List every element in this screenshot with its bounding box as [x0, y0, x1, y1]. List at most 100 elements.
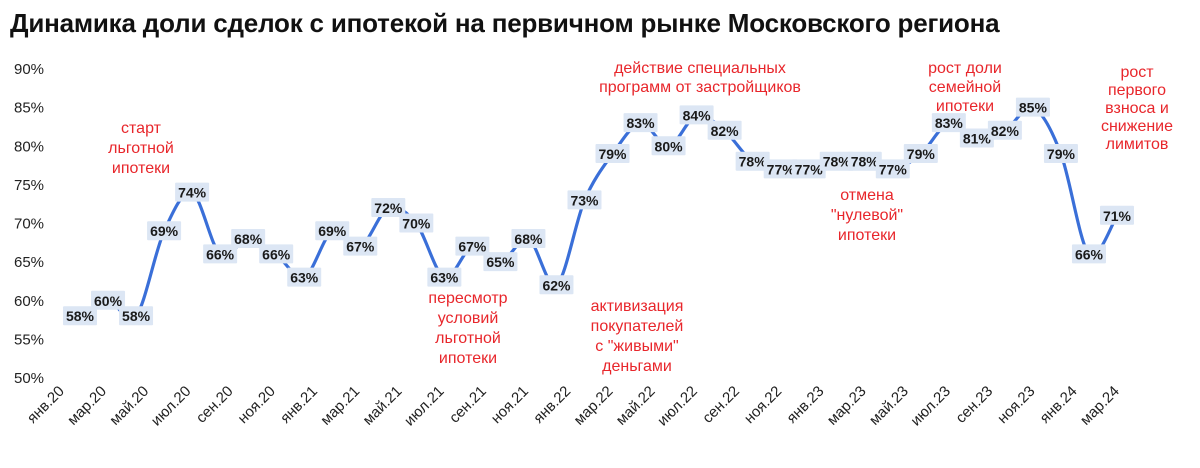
data-label-box: [455, 236, 490, 256]
data-point: 62%: [539, 275, 574, 295]
annotation-line: отмена: [840, 187, 894, 204]
data-point: 79%: [1043, 143, 1078, 163]
data-point: 68%: [511, 228, 546, 248]
x-tick-label: янв.21: [277, 383, 321, 427]
y-tick-label: 55%: [14, 331, 44, 348]
data-point: 83%: [931, 113, 966, 133]
data-label-box: [903, 143, 938, 163]
data-label: 68%: [514, 231, 543, 247]
y-tick-label: 90%: [14, 61, 44, 78]
annotation: активизация покупателей с "живыми" деньгами: [591, 298, 684, 375]
data-label: 77%: [795, 161, 824, 177]
data-label: 79%: [1047, 146, 1076, 162]
annotation-line: покупателей: [591, 318, 684, 335]
data-point: 71%: [1100, 205, 1134, 225]
data-label-box: [399, 213, 434, 233]
data-point: 80%: [651, 136, 686, 156]
data-label-box: [1043, 143, 1078, 163]
data-label-box: [707, 120, 742, 140]
data-label: 78%: [739, 154, 768, 170]
x-tick-label: май.22: [613, 383, 659, 429]
data-point: 84%: [679, 105, 714, 125]
annotation-line: действие специальных: [614, 60, 786, 77]
data-label: 67%: [346, 239, 375, 255]
x-tick-label: июл.22: [654, 383, 701, 430]
annotation-line: льготной: [435, 330, 501, 347]
data-label: 73%: [570, 192, 599, 208]
x-tick-label: мар.22: [571, 383, 617, 429]
data-label-box: [791, 159, 826, 179]
data-label: 81%: [963, 131, 992, 147]
data-label-box: [1100, 205, 1134, 225]
data-label-box: [623, 113, 658, 133]
data-label: 83%: [627, 115, 656, 131]
data-label-box: [175, 182, 210, 202]
data-point: 73%: [567, 190, 602, 210]
data-point: 81%: [959, 128, 994, 148]
annotation-line: программ от застройщиков: [599, 79, 801, 96]
data-label: 66%: [262, 246, 291, 262]
data-label: 71%: [1103, 208, 1132, 224]
data-label: 69%: [318, 223, 347, 239]
annotation: рост доли семейной ипотеки: [928, 60, 1002, 115]
data-point: 66%: [1071, 244, 1106, 264]
y-tick-label: 60%: [14, 293, 44, 310]
data-point: 58%: [119, 306, 154, 326]
data-label-box: [819, 151, 854, 171]
data-point: 78%: [819, 151, 854, 171]
data-label: 85%: [1019, 100, 1048, 116]
annotation-line: рост: [1120, 64, 1154, 81]
data-label-box: [1015, 97, 1050, 117]
x-tick-label: янв.23: [783, 383, 827, 427]
data-point: 77%: [763, 159, 798, 179]
x-tick-label: мар.20: [64, 383, 110, 429]
x-tick-label: май.21: [360, 383, 406, 429]
data-label: 70%: [402, 216, 431, 232]
annotation-line: взноса и: [1105, 100, 1169, 117]
data-point: 79%: [903, 143, 938, 163]
data-point: 60%: [91, 290, 126, 310]
annotation-line: рост доли: [928, 60, 1002, 77]
y-tick-label: 70%: [14, 216, 44, 233]
data-point: 85%: [1015, 97, 1050, 117]
x-tick-label: сен.22: [699, 383, 743, 427]
data-point: 82%: [987, 120, 1022, 140]
annotation: рост первого взноса и снижение лимитов: [1101, 64, 1173, 153]
data-label-box: [91, 290, 126, 310]
data-label-box: [1071, 244, 1106, 264]
data-point: 78%: [735, 151, 770, 171]
data-label: 79%: [907, 146, 936, 162]
x-tick-label: май.23: [866, 383, 912, 429]
data-label: 67%: [458, 239, 487, 255]
x-tick-label: июл.23: [907, 383, 954, 430]
x-tick-label: сен.23: [952, 383, 996, 427]
annotation-line: "нулевой": [831, 207, 903, 224]
annotation-line: деньгами: [602, 358, 672, 375]
data-point: 67%: [343, 236, 378, 256]
data-point: 78%: [847, 151, 882, 171]
data-point: 68%: [231, 228, 266, 248]
data-label-box: [371, 198, 406, 218]
data-label: 62%: [542, 277, 571, 293]
data-label-box: [763, 159, 798, 179]
data-label: 65%: [486, 254, 515, 270]
data-label: 66%: [206, 246, 235, 262]
data-label-box: [427, 267, 462, 287]
data-point: 63%: [427, 267, 462, 287]
annotation: отмена "нулевой" ипотеки: [831, 187, 903, 244]
data-label: 74%: [178, 185, 207, 201]
y-tick-label: 85%: [14, 100, 44, 117]
data-label-box: [259, 244, 294, 264]
chart-title: Динамика доли сделок с ипотекой на перви…: [10, 8, 1000, 38]
x-tick-label: июл.20: [148, 383, 195, 430]
annotation-line: первого: [1108, 82, 1166, 99]
x-tick-label: ноя.23: [994, 383, 1038, 427]
data-label-box: [539, 275, 574, 295]
x-tick-label: сен.20: [193, 383, 237, 427]
data-label-box: [119, 306, 154, 326]
x-tick-label: янв.22: [530, 383, 574, 427]
data-label: 80%: [655, 138, 684, 154]
data-label-box: [987, 120, 1022, 140]
data-labels: 58%60%58%69%74%66%68%66%63%69%67%72%70%6…: [63, 97, 1134, 326]
x-tick-label: май.20: [106, 383, 152, 429]
